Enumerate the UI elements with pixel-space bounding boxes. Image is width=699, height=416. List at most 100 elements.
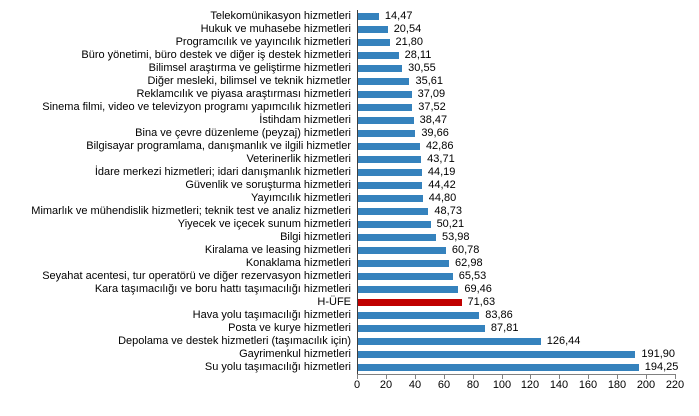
bar-row: Programcılık ve yayıncılık hizmetleri 21,… bbox=[0, 36, 699, 49]
category-label: Gayrimenkul hizmetleri bbox=[239, 348, 351, 360]
x-axis-tick bbox=[617, 375, 618, 379]
category-label: Yayımcılık hizmetleri bbox=[250, 192, 351, 204]
category-label: İstihdam hizmetleri bbox=[259, 114, 351, 126]
category-label: Bilgisayar programlama, danışmanlık ve i… bbox=[86, 140, 351, 152]
bar bbox=[358, 234, 437, 241]
bar bbox=[358, 52, 399, 59]
value-label: 20,54 bbox=[393, 23, 422, 35]
value-label: 191,90 bbox=[641, 348, 676, 360]
bar bbox=[358, 78, 410, 85]
bar bbox=[358, 104, 413, 111]
bar-row: Depolama ve destek hizmetleri (taşımacıl… bbox=[0, 335, 699, 348]
bar bbox=[358, 338, 541, 345]
x-axis-tick-label: 180 bbox=[607, 379, 627, 391]
x-axis-tick-label: 140 bbox=[549, 379, 569, 391]
category-label: H-ÜFE bbox=[317, 296, 351, 308]
bar bbox=[358, 26, 388, 33]
bar-row: Diğer mesleki, bilimsel ve teknik hizmet… bbox=[0, 75, 699, 88]
category-label: Sinema filmi, video ve televizyon progra… bbox=[42, 101, 351, 113]
bar bbox=[358, 273, 453, 280]
bar bbox=[358, 351, 636, 358]
category-label: Seyahat acentesi, tur operatörü ve diğer… bbox=[42, 270, 351, 282]
bar bbox=[358, 325, 485, 332]
x-axis-tick bbox=[675, 375, 676, 379]
category-label: Bilgi hizmetleri bbox=[280, 231, 351, 243]
bar-row: Mimarlık ve mühendislik hizmetleri; tekn… bbox=[0, 205, 699, 218]
value-label: 60,78 bbox=[451, 244, 480, 256]
x-axis-tick-label: 80 bbox=[466, 379, 480, 391]
bar-row: Posta ve kurye hizmetleri 87,81 bbox=[0, 322, 699, 335]
bar-row: Seyahat acentesi, tur operatörü ve diğer… bbox=[0, 270, 699, 283]
category-label: Diğer mesleki, bilimsel ve teknik hizmet… bbox=[147, 75, 351, 87]
value-label: 44,80 bbox=[428, 192, 457, 204]
category-label: Güvenlik ve soruşturma hizmetleri bbox=[185, 179, 351, 191]
bar-row: H-ÜFE 71,63 bbox=[0, 296, 699, 309]
category-label: İdare merkezi hizmetleri; idari danışman… bbox=[94, 166, 351, 178]
category-label: Depolama ve destek hizmetleri (taşımacıl… bbox=[118, 335, 351, 347]
x-axis-tick bbox=[588, 375, 589, 379]
category-label: Kara taşımacılığı ve boru hattı taşımacı… bbox=[94, 283, 351, 295]
bar bbox=[358, 260, 450, 267]
bar-row: Gayrimenkul hizmetleri 191,90 bbox=[0, 348, 699, 361]
x-axis-line bbox=[357, 374, 676, 375]
bar bbox=[358, 312, 480, 319]
bar bbox=[358, 286, 459, 293]
bar-row: Sinema filmi, video ve televizyon progra… bbox=[0, 101, 699, 114]
bar-row: Kara taşımacılığı ve boru hattı taşımacı… bbox=[0, 283, 699, 296]
category-label: Bina ve çevre düzenleme (peyzaj) hizmetl… bbox=[135, 127, 351, 139]
bar-row: Su yolu taşımacılığı hizmetleri 194,25 bbox=[0, 361, 699, 374]
bar bbox=[358, 169, 422, 176]
y-axis-line bbox=[357, 10, 358, 374]
value-label: 87,81 bbox=[490, 322, 519, 334]
bar bbox=[358, 65, 403, 72]
bar bbox=[358, 364, 639, 371]
bar bbox=[358, 182, 423, 189]
bar-row: Güvenlik ve soruşturma hizmetleri 44,42 bbox=[0, 179, 699, 192]
value-label: 43,71 bbox=[427, 153, 455, 165]
value-label: 71,63 bbox=[467, 296, 496, 308]
value-label: 83,86 bbox=[485, 309, 513, 321]
value-label: 62,98 bbox=[455, 257, 483, 269]
category-label: Yiyecek ve içecek sunum hizmetleri bbox=[177, 218, 351, 230]
value-label: 35,61 bbox=[415, 75, 443, 87]
bar bbox=[358, 91, 412, 98]
value-label: 37,52 bbox=[418, 101, 446, 113]
value-label: 30,55 bbox=[408, 62, 436, 74]
category-label: Konaklama hizmetleri bbox=[245, 257, 351, 269]
x-axis-tick-label: 220 bbox=[665, 379, 685, 391]
x-axis-tick bbox=[502, 375, 503, 379]
bar bbox=[358, 247, 446, 254]
value-label: 53,98 bbox=[442, 231, 470, 243]
bar-row: Bina ve çevre düzenleme (peyzaj) hizmetl… bbox=[0, 127, 699, 140]
value-label: 65,53 bbox=[458, 270, 487, 282]
bar-row: Hava yolu taşımacılığı hizmetleri 83,86 bbox=[0, 309, 699, 322]
x-axis-tick bbox=[415, 375, 416, 379]
category-label: Posta ve kurye hizmetleri bbox=[228, 322, 351, 334]
x-axis-tick bbox=[386, 375, 387, 379]
category-label: Hava yolu taşımacılığı hizmetleri bbox=[192, 309, 351, 321]
value-label: 44,19 bbox=[427, 166, 456, 178]
x-axis-tick-label: 100 bbox=[492, 379, 512, 391]
category-label: Programcılık ve yayıncılık hizmetleri bbox=[175, 36, 351, 48]
bar-row: Yiyecek ve içecek sunum hizmetleri 50,21 bbox=[0, 218, 699, 231]
bar-row: Reklamcılık ve piyasa araştırması hizmet… bbox=[0, 88, 699, 101]
bar bbox=[358, 143, 420, 150]
category-label: Büro yönetimi, büro destek ve diğer iş d… bbox=[81, 49, 351, 61]
value-label: 126,44 bbox=[546, 335, 581, 347]
value-label: 39,66 bbox=[421, 127, 449, 139]
bar bbox=[358, 39, 390, 46]
category-label: Bilimsel araştırma ve geliştirme hizmetl… bbox=[148, 62, 351, 74]
bar-row: Bilgisayar programlama, danışmanlık ve i… bbox=[0, 140, 699, 153]
x-axis-tick-label: 160 bbox=[578, 379, 598, 391]
category-label: Veterinerlik hizmetleri bbox=[246, 153, 351, 165]
value-label: 42,86 bbox=[425, 140, 454, 152]
x-axis-tick bbox=[473, 375, 474, 379]
bar-row: Telekomünikasyon hizmetleri 14,47 bbox=[0, 10, 699, 23]
bar bbox=[358, 195, 423, 202]
x-axis-tick bbox=[559, 375, 560, 379]
bar bbox=[358, 130, 416, 137]
x-axis-tick bbox=[357, 375, 358, 379]
bar bbox=[358, 221, 431, 228]
bar-row: Hukuk ve muhasebe hizmetleri 20,54 bbox=[0, 23, 699, 36]
